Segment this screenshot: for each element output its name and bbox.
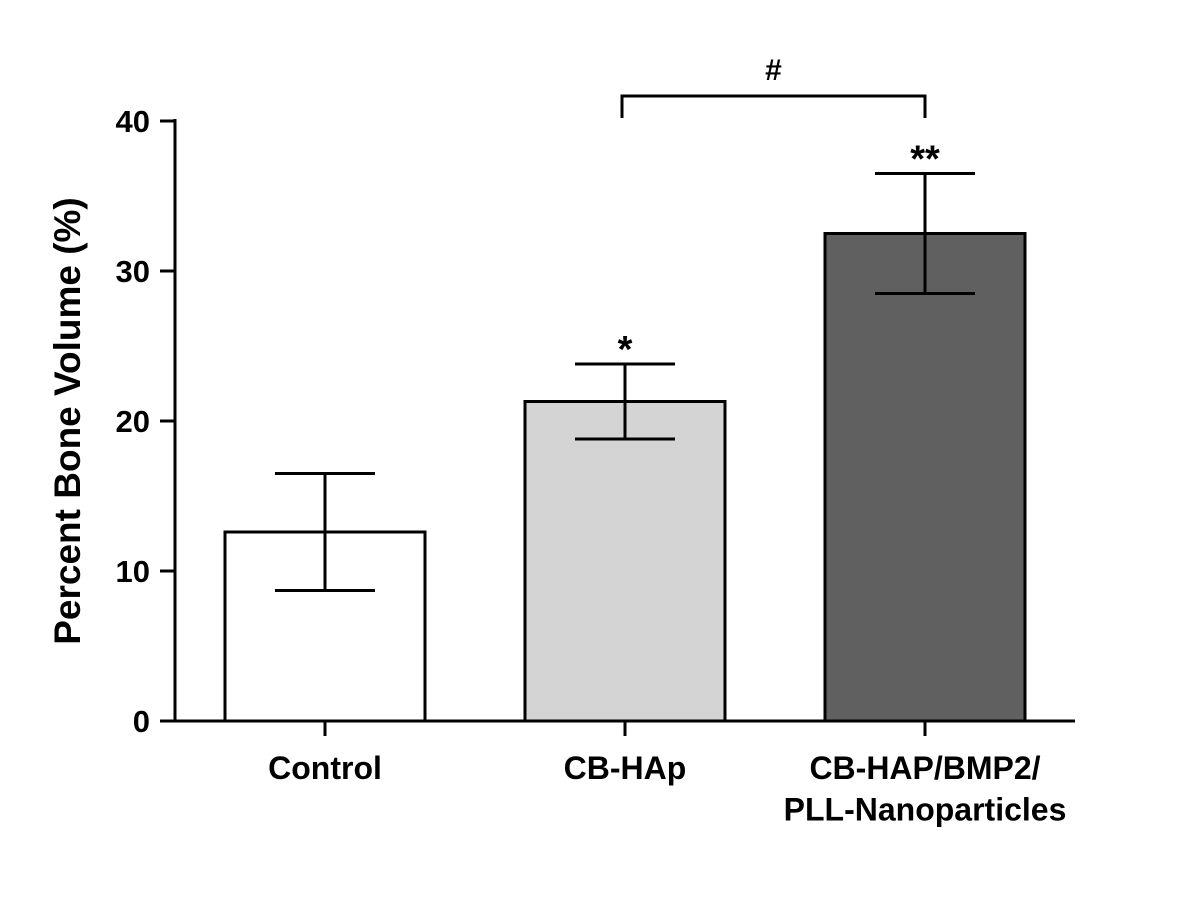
- significance-label: **: [910, 139, 940, 181]
- y-tick-label: 20: [116, 404, 150, 439]
- bar: [823, 232, 1027, 723]
- y-tick-label: 10: [116, 554, 150, 589]
- x-tick-label: CB-HAP/BMP2/PLL-Nanoparticles: [784, 750, 1067, 828]
- bracket-label: #: [765, 54, 782, 87]
- y-axis-label: Percent Bone Volume (%): [47, 197, 88, 645]
- significance-label: *: [618, 329, 633, 371]
- y-tick-label: 0: [133, 704, 150, 739]
- bar: [523, 400, 727, 723]
- y-tick-label: 30: [116, 254, 150, 289]
- y-tick-label: 40: [116, 104, 150, 139]
- x-tick-label: Control: [268, 750, 382, 786]
- bracket: [620, 94, 927, 118]
- x-tick-label: CB-HAp: [564, 750, 687, 786]
